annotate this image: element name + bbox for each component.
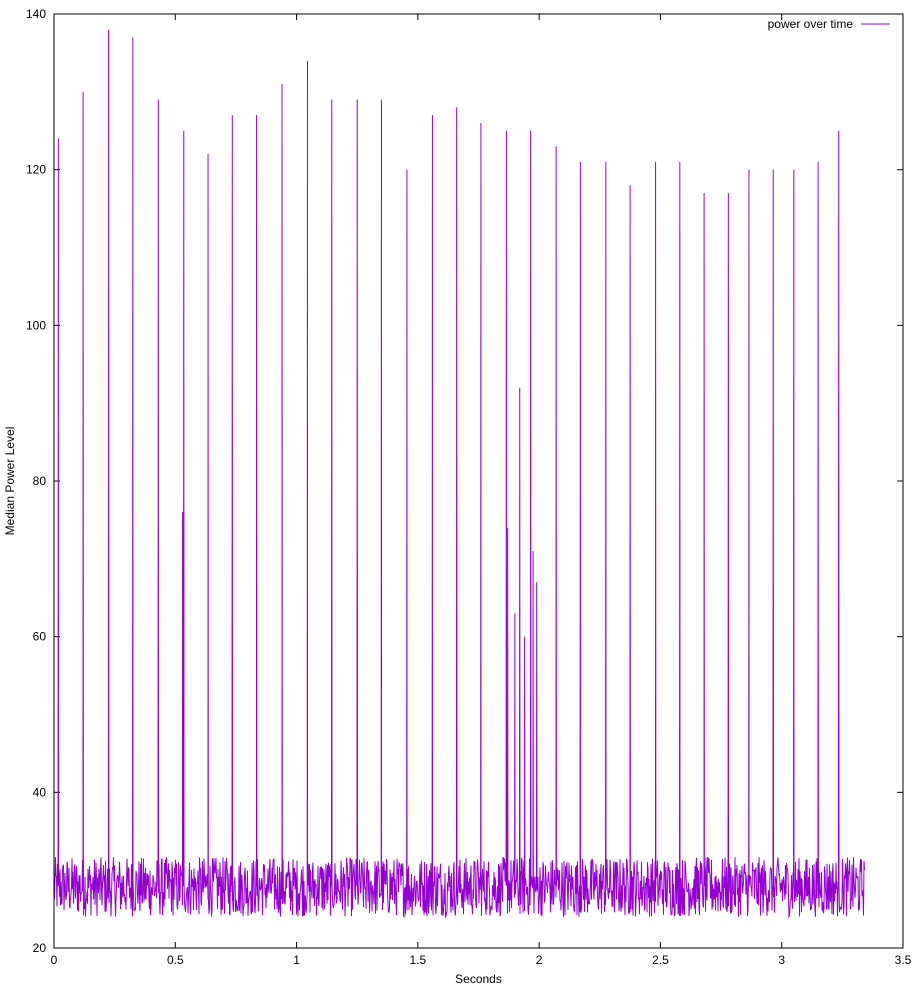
y-tick-label: 60 — [33, 630, 47, 644]
x-tick-label: 0 — [51, 953, 58, 967]
y-tick-label: 40 — [33, 785, 47, 799]
x-tick-label: 2 — [536, 953, 543, 967]
x-tick-label: 0.5 — [167, 953, 184, 967]
y-tick-label: 20 — [33, 941, 47, 955]
y-tick-label: 120 — [26, 163, 46, 177]
y-tick-label: 80 — [33, 474, 47, 488]
y-tick-labels: 20 40 60 80 100 120 140 — [26, 7, 46, 955]
y-tick-label: 100 — [26, 318, 46, 332]
x-tick-label: 1 — [293, 953, 300, 967]
y-axis-label: Median Power Level — [3, 427, 17, 536]
x-tick-label: 3.5 — [895, 953, 912, 967]
y-tick-label: 140 — [26, 7, 46, 21]
legend-label: power over time — [768, 17, 854, 31]
axis-ticks — [53, 13, 904, 949]
legend: power over time — [768, 17, 890, 31]
x-tick-label: 2.5 — [652, 953, 669, 967]
x-tick-label: 1.5 — [410, 953, 427, 967]
x-axis-label: Seconds — [455, 972, 502, 986]
x-tick-labels: 0 0.5 1 1.5 2 2.5 3 3.5 — [51, 953, 912, 967]
plot-frame — [53, 13, 904, 949]
series-line-power-over-time — [53, 29, 865, 919]
x-tick-label: 3 — [778, 953, 785, 967]
